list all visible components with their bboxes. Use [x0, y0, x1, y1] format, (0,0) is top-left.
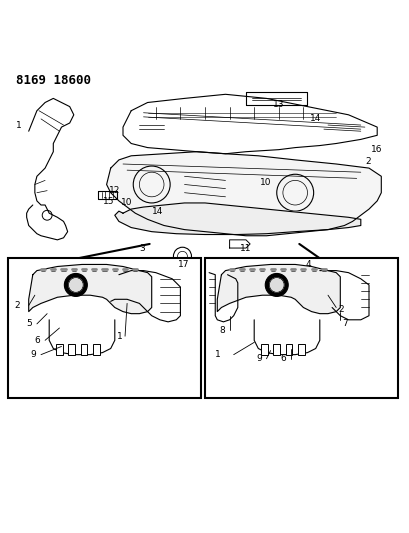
- Text: 6: 6: [35, 336, 40, 345]
- Text: 9: 9: [31, 350, 36, 359]
- Circle shape: [269, 278, 283, 292]
- Text: 2: 2: [337, 305, 343, 314]
- Text: 7: 7: [342, 319, 347, 328]
- Polygon shape: [115, 203, 360, 235]
- Text: 8: 8: [219, 326, 225, 335]
- Text: 10: 10: [260, 178, 271, 187]
- Circle shape: [64, 273, 87, 296]
- Bar: [8, 259, 200, 398]
- Text: 15: 15: [102, 197, 114, 206]
- Text: 10: 10: [121, 198, 132, 207]
- Text: 5: 5: [27, 319, 32, 328]
- Text: 14: 14: [151, 207, 163, 216]
- Text: 13: 13: [272, 100, 283, 109]
- Text: 1: 1: [117, 332, 122, 341]
- Bar: [68, 344, 75, 354]
- Bar: [261, 344, 267, 354]
- Text: 2: 2: [364, 157, 370, 166]
- Polygon shape: [123, 94, 376, 154]
- Polygon shape: [217, 264, 339, 313]
- Polygon shape: [29, 264, 151, 313]
- Circle shape: [68, 278, 83, 292]
- Text: 8169 18600: 8169 18600: [16, 74, 91, 87]
- Text: 1: 1: [16, 120, 22, 130]
- Text: 12: 12: [108, 186, 120, 195]
- Bar: [285, 344, 292, 354]
- Bar: [81, 344, 87, 354]
- Bar: [273, 344, 279, 354]
- Text: 9: 9: [256, 354, 261, 364]
- Text: 6: 6: [280, 354, 286, 364]
- Bar: [93, 344, 99, 354]
- Text: 17: 17: [178, 260, 189, 269]
- Text: 1: 1: [215, 350, 220, 359]
- Text: 11: 11: [239, 244, 251, 253]
- Bar: [56, 344, 63, 354]
- Text: 3: 3: [139, 244, 145, 253]
- Text: 14: 14: [309, 115, 320, 124]
- Text: 2: 2: [14, 301, 20, 310]
- Text: 4: 4: [305, 260, 310, 269]
- Circle shape: [265, 273, 288, 296]
- Polygon shape: [106, 152, 380, 236]
- Bar: [297, 344, 304, 354]
- Bar: [204, 259, 397, 398]
- Text: 16: 16: [370, 145, 382, 154]
